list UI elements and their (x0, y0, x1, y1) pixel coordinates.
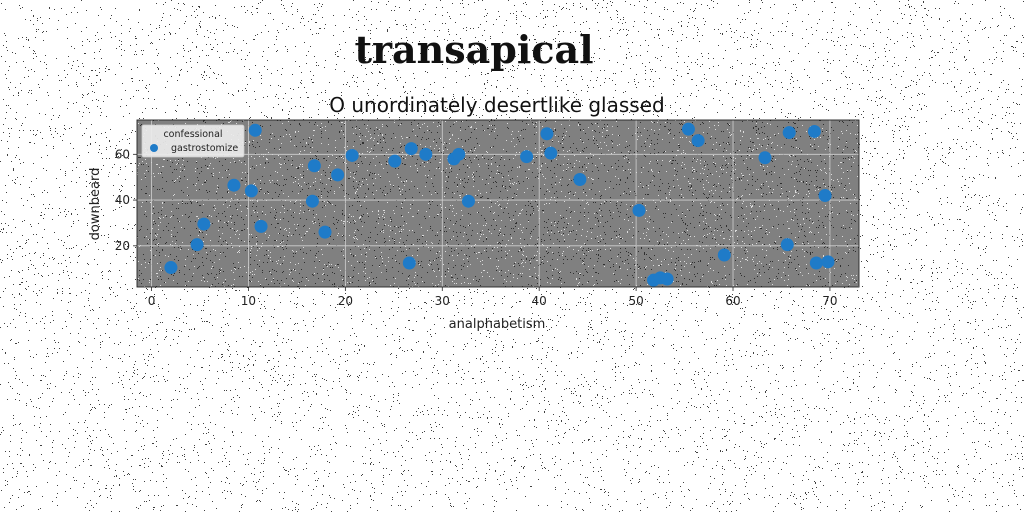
data-point (402, 256, 416, 270)
data-point (404, 142, 418, 156)
data-point (164, 261, 178, 275)
y-tick-label: 60 (115, 147, 130, 161)
data-point (331, 168, 345, 182)
y-tick-label: 20 (115, 239, 130, 253)
data-point (190, 238, 204, 252)
x-tick-label: 60 (725, 294, 740, 308)
plot-area: 0 10 20 30 40 50 60 70 20 40 60 (115, 119, 860, 308)
data-point (573, 172, 587, 186)
y-axis-label: downbeard (88, 168, 103, 241)
data-point (809, 256, 823, 270)
x-tick-label: 20 (338, 294, 353, 308)
plot-frame (136, 119, 860, 288)
legend-marker (150, 144, 158, 152)
figure-suptitle: transapical (354, 27, 593, 72)
y-tick-label: 40 (115, 193, 130, 207)
data-point (821, 255, 835, 269)
data-point (540, 127, 554, 141)
x-axis-label: analphabetism (449, 317, 546, 332)
data-point (782, 126, 796, 140)
data-point (461, 194, 475, 208)
data-point (248, 123, 262, 137)
data-point (419, 147, 433, 161)
data-point (632, 203, 646, 217)
data-point (818, 188, 832, 202)
data-point (197, 217, 211, 231)
x-tick-label: 0 (148, 294, 156, 308)
data-point (520, 150, 534, 164)
x-tick-label: 50 (628, 294, 643, 308)
data-point (345, 148, 359, 162)
data-point (305, 194, 319, 208)
data-point (318, 225, 332, 239)
legend: confessional gastrostomize (141, 124, 245, 158)
data-point (307, 159, 321, 173)
data-point (452, 147, 466, 161)
data-point (227, 178, 241, 192)
legend-entry-gastrostomize: gastrostomize (171, 143, 238, 154)
plot-background (137, 120, 859, 287)
chart-title: O unordinately desertlike glassed (329, 93, 664, 117)
data-point (691, 134, 705, 148)
data-point (780, 238, 794, 252)
legend-box (141, 124, 245, 158)
data-point (681, 122, 695, 136)
x-tick-label: 30 (435, 294, 450, 308)
data-point (244, 184, 258, 198)
data-point (544, 146, 558, 160)
data-point (807, 124, 821, 138)
data-point (717, 248, 731, 262)
legend-title: confessional (163, 129, 222, 140)
data-point (660, 272, 674, 286)
data-point (758, 151, 772, 165)
x-tick-label: 40 (532, 294, 547, 308)
x-tick-label: 10 (241, 294, 256, 308)
x-tick-label: 70 (822, 294, 837, 308)
data-point (254, 219, 268, 233)
data-point (388, 154, 402, 168)
